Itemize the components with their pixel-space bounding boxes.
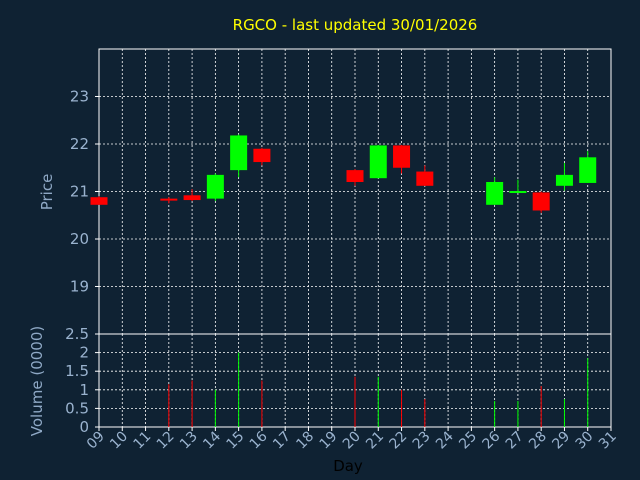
x-tick-label: 15 [224, 429, 248, 453]
x-tick-label: 24 [433, 428, 457, 452]
x-tick-label: 20 [340, 429, 364, 453]
chart-title: RGCO - last updated 30/01/2026 [233, 16, 478, 34]
price-y-ticks: 19 20 21 22 23 [70, 88, 99, 296]
x-tick-label: 26 [480, 428, 504, 452]
price-grid [99, 49, 611, 334]
candle-body [555, 174, 573, 186]
x-tick-label: 30 [573, 429, 597, 453]
candle-body [230, 135, 248, 171]
price-tick-label: 23 [70, 88, 89, 106]
x-tick-label: 16 [247, 428, 271, 452]
x-tick-label: 25 [456, 429, 480, 453]
candle-body [393, 145, 411, 168]
volume-tick-label: 2.5 [65, 325, 89, 343]
candle-body [346, 170, 364, 182]
candle-body [509, 191, 527, 194]
x-tick-label: 11 [130, 429, 154, 453]
candle-body [160, 198, 178, 201]
price-tick-label: 21 [70, 183, 89, 201]
x-tick-label: 18 [293, 429, 317, 453]
volume-tick-label: 1 [79, 381, 89, 399]
x-tick-label: 28 [526, 429, 550, 453]
price-axis-label: Price [38, 174, 56, 211]
volume-tick-label: 1.5 [65, 362, 89, 380]
x-tick-label: 22 [386, 429, 410, 453]
volume-tick-label: 0 [79, 418, 89, 436]
price-tick-label: 20 [70, 230, 89, 248]
x-tick-label: 23 [410, 429, 434, 453]
candle-body [579, 157, 597, 183]
x-ticks: 09 10 11 12 13 14 15 16 17 18 19 20 21 22 23 24 25 26 27 28… [84, 427, 620, 452]
volume-y-ticks: 00.511.522.5 [65, 325, 99, 436]
x-axis-label: Day [333, 457, 363, 475]
x-tick-label: 29 [549, 429, 573, 453]
candle-body [253, 148, 271, 163]
price-tick-label: 22 [70, 135, 89, 153]
price-tick-label: 19 [70, 278, 89, 296]
volume-axis-label: Volume (0000) [28, 326, 46, 436]
candle-body [90, 197, 108, 205]
candle-body [486, 182, 504, 205]
x-tick-label: 10 [107, 429, 131, 453]
x-tick-label: 31 [596, 429, 620, 453]
candle-body [369, 145, 387, 179]
candle-body [183, 195, 201, 201]
volume-bars [168, 352, 589, 427]
x-tick-label: 19 [317, 429, 341, 453]
x-tick-label: 27 [503, 429, 527, 453]
candle-body [206, 174, 224, 199]
x-tick-label: 12 [154, 429, 178, 453]
volume-tick-label: 0.5 [65, 399, 89, 417]
volume-tick-label: 2 [79, 344, 89, 362]
x-tick-label: 14 [200, 428, 224, 452]
candle-body [532, 192, 550, 211]
candle-body [416, 171, 434, 186]
x-tick-label: 13 [177, 429, 201, 453]
x-tick-label: 17 [270, 429, 294, 453]
x-tick-label: 21 [363, 429, 387, 453]
candlesticks [90, 134, 597, 213]
